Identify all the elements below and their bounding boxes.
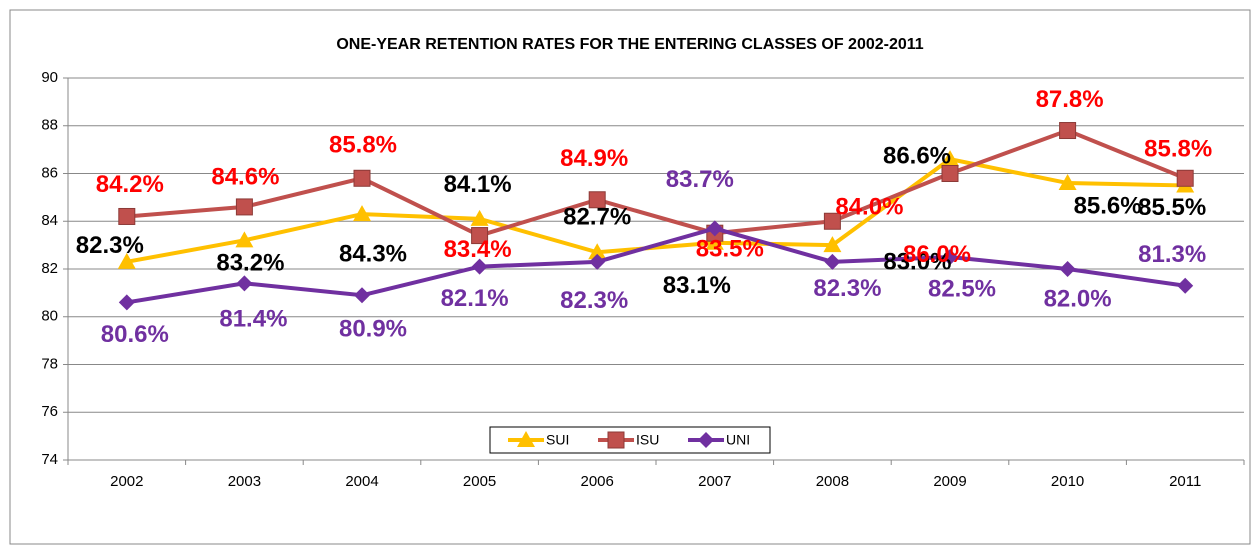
data-label: 84.0% [835,194,903,221]
x-tick-label: 2005 [463,473,496,490]
data-label: 87.8% [1036,86,1104,113]
data-label: 82.1% [441,285,509,312]
data-label: 81.4% [219,306,287,333]
marker [823,236,842,253]
series-line [126,157,1186,264]
data-label: 84.9% [560,145,628,172]
data-label: 85.8% [1144,136,1212,163]
x-tick-label: 2002 [110,473,143,490]
data-label: 83.7% [666,166,734,193]
series-line [126,128,1186,238]
data-label: 85.5% [1138,194,1206,221]
marker [236,275,253,292]
data-label: 82.3% [813,275,881,302]
legend-label: SUI [546,432,569,448]
x-tick-label: 2004 [345,473,378,490]
y-tick-label: 78 [41,355,58,372]
marker [353,205,371,222]
data-label: 80.9% [339,316,407,343]
legend: SUI ISU UNI [489,426,771,454]
data-label: 82.7% [563,204,631,231]
marker [1176,169,1194,187]
data-label: 85.6% [1074,192,1142,219]
data-label: 82.3% [560,287,628,314]
marker [698,432,714,448]
x-tick-label: 2006 [581,473,614,490]
data-label: 82.3% [76,232,144,259]
marker [471,258,488,275]
data-label: 81.3% [1138,241,1206,268]
marker [471,227,489,245]
marker [706,220,723,237]
marker [517,431,535,447]
marker [941,165,959,182]
data-label: 83.5% [696,236,764,263]
y-tick-label: 74 [41,451,58,468]
marker [1059,122,1077,140]
x-tick-label: 2008 [816,473,849,490]
marker [589,253,606,270]
y-tick-label: 82 [41,260,58,277]
marker [588,191,606,209]
chart-border [9,9,1251,545]
marker [823,212,841,230]
marker [941,150,959,167]
data-label: 84.3% [339,240,407,267]
data-label: 86.0% [903,241,971,268]
marker [1177,277,1194,294]
data-label: 83.2% [216,250,284,277]
marker [1058,174,1077,191]
data-label: 85.8% [329,132,397,159]
data-label: 83.0% [883,248,951,275]
x-tick-label: 2011 [1169,473,1201,490]
marker [353,169,371,187]
y-tick-label: 90 [41,69,58,86]
data-label: 83.4% [444,236,512,263]
marker [942,249,958,266]
marker [588,243,607,260]
marker [824,253,841,270]
marker [235,231,254,248]
y-tick-label: 84 [41,212,58,229]
data-label: 82.5% [928,275,996,302]
marker [118,294,135,311]
x-tick-label: 2003 [228,473,261,490]
data-label: 84.2% [96,171,164,198]
data-label: 84.1% [444,171,512,198]
x-tick-label: 2010 [1051,473,1084,490]
marker [235,198,253,216]
data-label: 83.1% [663,272,731,299]
marker [354,287,370,304]
data-label: 82.0% [1044,285,1112,312]
y-tick-label: 80 [41,308,58,325]
marker [470,209,489,226]
legend-label: ISU [636,432,659,448]
data-label: 86.6% [883,143,951,170]
data-label: 84.6% [211,163,279,190]
x-tick-label: 2009 [933,473,966,490]
marker [607,431,625,449]
data-label: 80.6% [101,321,169,348]
marker [1059,261,1076,277]
x-tick-label: 2007 [698,473,731,490]
series-line [126,226,1186,305]
y-tick-label: 86 [41,164,58,181]
y-tick-label: 88 [41,117,58,134]
chart-title: ONE-YEAR RETENTION RATES FOR THE ENTERIN… [336,36,923,53]
y-tick-label: 76 [41,403,58,420]
legend-label: UNI [726,432,750,448]
marker [705,233,724,250]
marker [117,252,136,269]
marker [118,207,136,225]
